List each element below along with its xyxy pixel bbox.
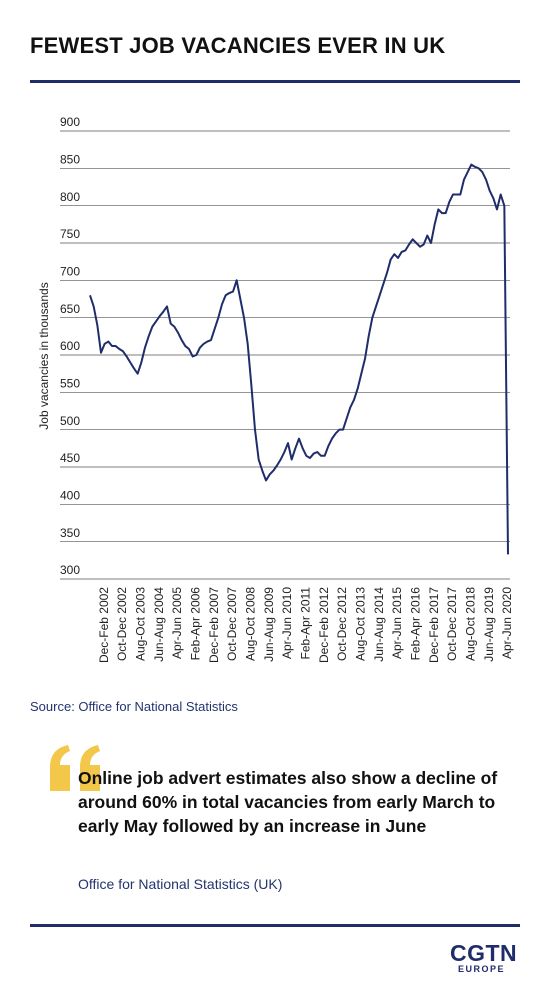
quote-icon (50, 745, 100, 791)
x-tick-label: Oct-Dec 2002 (115, 587, 129, 661)
quote-attribution: Office for National Statistics (UK) (78, 876, 283, 892)
chart: Job vacancies in thousands 300 350 400 450 5… (37, 115, 514, 663)
x-tick-label: Apr-Jun 2020 (500, 587, 514, 659)
x-tick-label: Jun-Aug 2009 (262, 587, 276, 662)
y-tick-label: 700 (60, 265, 80, 279)
y-tick-label: 550 (60, 377, 80, 391)
logo-name: CGTN (450, 940, 518, 966)
x-tick-label: Dec-Feb 2017 (427, 587, 441, 663)
y-tick-label: 750 (60, 227, 80, 241)
x-tick-label: Jun-Aug 2019 (482, 587, 496, 662)
line (89, 163, 509, 555)
y-tick-label: 850 (60, 153, 80, 167)
y-tick-label: 450 (60, 451, 80, 465)
y-axis-label: Job vacancies in thousands (37, 282, 51, 429)
x-tick-label: Aug-Oct 2018 (464, 587, 478, 661)
x-tick-label: Aug-Oct 2008 (244, 587, 258, 661)
x-tick-label: Aug-Oct 2003 (134, 587, 148, 661)
x-tick-label: Oct-Dec 2017 (445, 587, 459, 661)
y-tick-label: 650 (60, 302, 80, 316)
y-tick-label: 800 (60, 190, 80, 204)
source: Source: Office for National Statistics (30, 699, 238, 714)
y-tick-label: 600 (60, 339, 80, 353)
x-tick-label: Oct-Dec 2012 (335, 587, 349, 661)
x-tick-label: Jun-Aug 2004 (152, 587, 166, 662)
title: FEWEST JOB VACANCIES EVER IN UK (30, 33, 446, 58)
divider (30, 80, 520, 83)
quote-text: Online job advert estimates also show a … (78, 768, 498, 836)
x-tick-label: Dec-Feb 2012 (317, 587, 331, 663)
y-tick-label: 300 (60, 563, 80, 577)
y-tick-label: 500 (60, 414, 80, 428)
x-tick-label: Aug-Oct 2013 (354, 587, 368, 661)
y-tick-label: 900 (60, 115, 80, 129)
x-tick-label: Dec-Feb 2002 (97, 587, 111, 663)
x-tick-label: Feb-Apr 2011 (299, 587, 313, 660)
x-tick-label: Oct-Dec 2007 (225, 587, 239, 661)
x-tick-label: Apr-Jun 2010 (280, 587, 294, 659)
y-tick-label: 400 (60, 489, 80, 503)
x-tick-label: Jun-Aug 2014 (372, 587, 386, 662)
x-tick-label: Feb-Apr 2006 (189, 587, 203, 661)
x-tick-label: Apr-Jun 2015 (390, 587, 404, 659)
x-tick-label: Feb-Apr 2016 (409, 587, 423, 661)
logo-region: EUROPE (458, 964, 506, 974)
x-tick-label: Apr-Jun 2005 (170, 587, 184, 659)
divider (30, 924, 520, 927)
y-tick-label: 350 (60, 526, 80, 540)
x-tick-label: Dec-Feb 2007 (207, 587, 221, 663)
